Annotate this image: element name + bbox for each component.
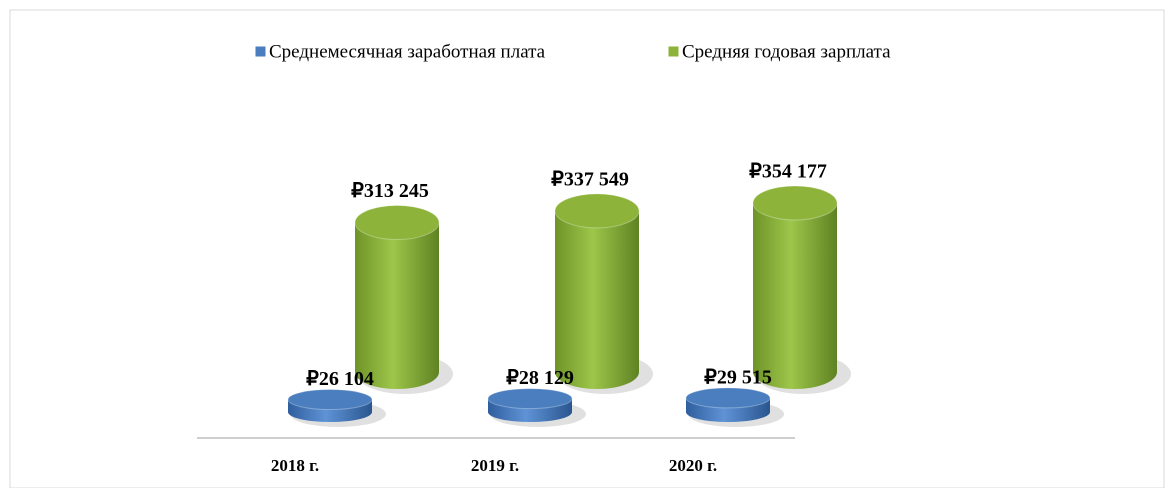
cylinder-top [354,205,440,241]
legend-swatch [667,45,680,58]
value-label: ₽29 515 [704,367,772,389]
cylinder [555,210,639,389]
cylinder-top [685,387,771,409]
cylinder-top [487,388,573,410]
value-label: ₽354 177 [749,161,827,183]
legend-label: Среднемесячная заработная плата [269,41,546,62]
x-tick-label: 2020 г. [669,456,717,475]
value-label: ₽28 129 [506,367,574,389]
legend-label: Средняя годовая зарплата [682,41,891,62]
cylinder-top [752,185,838,221]
frame [9,9,1165,488]
cylinder-top [287,389,373,411]
cylinder-top [554,193,640,229]
legend-swatch [254,45,267,58]
value-label: ₽313 245 [351,180,429,202]
value-label: ₽26 104 [306,368,374,390]
x-tick-label: 2018 г. [271,456,319,475]
cylinder [355,222,439,389]
value-label: ₽337 549 [551,169,629,191]
x-tick-label: 2019 г. [471,456,519,475]
cylinder [753,203,837,389]
